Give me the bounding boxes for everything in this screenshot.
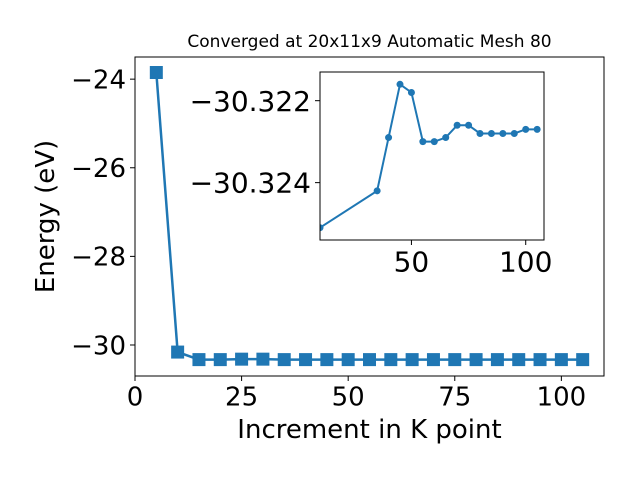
data-point bbox=[396, 80, 404, 88]
data-point bbox=[576, 353, 590, 367]
x-tick-label: 100 bbox=[537, 383, 587, 413]
x-tick-label: 50 bbox=[332, 383, 365, 413]
data-point bbox=[465, 121, 473, 129]
data-point bbox=[533, 125, 541, 133]
y-tick-label: −24 bbox=[71, 66, 126, 96]
data-point bbox=[320, 353, 334, 367]
data-point bbox=[320, 224, 324, 232]
data-point bbox=[384, 353, 398, 367]
x-tick-label: 100 bbox=[499, 246, 552, 279]
data-point bbox=[490, 353, 504, 367]
plot-frame bbox=[319, 71, 545, 241]
x-axis-label: Increment in K point bbox=[237, 415, 501, 445]
data-point bbox=[277, 353, 291, 367]
plot-frame bbox=[134, 56, 605, 377]
data-point bbox=[487, 129, 495, 137]
series-group bbox=[149, 66, 590, 367]
data-point bbox=[256, 352, 270, 366]
data-point bbox=[407, 88, 415, 96]
y-tick-label: −30 bbox=[71, 331, 126, 361]
data-point bbox=[510, 129, 518, 137]
y-tick-label: −28 bbox=[71, 243, 126, 273]
data-point bbox=[533, 353, 547, 367]
series-group bbox=[320, 80, 541, 232]
data-point bbox=[405, 353, 419, 367]
data-point bbox=[522, 125, 530, 133]
data-point bbox=[192, 353, 206, 367]
data-point bbox=[235, 352, 249, 366]
data-point bbox=[363, 353, 376, 367]
chart-title: Converged at 20x11x9 Automatic Mesh 80 bbox=[187, 32, 551, 52]
data-point bbox=[171, 345, 185, 359]
y-tick-label: −26 bbox=[71, 154, 126, 184]
data-point bbox=[448, 353, 462, 367]
data-point bbox=[430, 138, 438, 146]
x-tick-label: 25 bbox=[225, 383, 258, 413]
data-point bbox=[385, 134, 393, 142]
data-point bbox=[299, 353, 313, 367]
data-point bbox=[442, 134, 450, 142]
data-point bbox=[469, 353, 483, 367]
data-point bbox=[373, 187, 381, 195]
x-tick-label: 75 bbox=[438, 383, 471, 413]
data-point bbox=[149, 66, 163, 80]
data-point bbox=[341, 353, 355, 367]
y-axis-label: Energy (eV) bbox=[31, 140, 61, 293]
y-tick-label: −30.324 bbox=[190, 167, 311, 200]
data-point bbox=[213, 353, 227, 367]
y-tick-label: −30.322 bbox=[190, 85, 311, 118]
data-point bbox=[499, 129, 507, 137]
data-point bbox=[476, 129, 484, 137]
data-point bbox=[453, 121, 461, 129]
inset-plot: 50 100 −30.324 −30.322 bbox=[190, 71, 552, 279]
data-point bbox=[426, 353, 440, 367]
data-point bbox=[419, 138, 427, 146]
series-line bbox=[320, 82, 538, 229]
x-tick-label: 50 bbox=[394, 246, 430, 279]
data-point bbox=[512, 353, 526, 367]
x-tick-label: 0 bbox=[127, 383, 144, 413]
plot-background bbox=[320, 72, 544, 240]
data-point bbox=[554, 353, 568, 367]
